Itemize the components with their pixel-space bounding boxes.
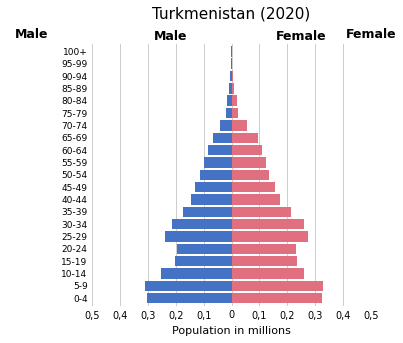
Bar xyxy=(227,95,232,106)
Bar xyxy=(232,58,233,69)
Bar xyxy=(145,281,232,291)
Bar xyxy=(232,206,291,217)
Bar xyxy=(232,293,322,304)
Bar xyxy=(232,83,235,94)
Bar xyxy=(226,108,232,118)
Bar xyxy=(232,281,324,291)
Bar xyxy=(232,219,304,229)
Bar xyxy=(214,132,232,143)
Bar xyxy=(204,157,232,168)
Bar xyxy=(232,108,238,118)
Bar xyxy=(232,71,233,81)
Bar xyxy=(183,206,232,217)
Bar xyxy=(232,231,308,242)
Text: Female: Female xyxy=(345,28,396,41)
Bar xyxy=(208,145,232,155)
Bar xyxy=(229,83,232,94)
Bar xyxy=(220,120,232,131)
Title: Turkmenistan (2020): Turkmenistan (2020) xyxy=(152,7,311,22)
Bar xyxy=(199,169,232,180)
Bar xyxy=(231,71,232,81)
Bar xyxy=(191,194,232,205)
Text: Male: Male xyxy=(154,30,187,43)
Text: Female: Female xyxy=(276,30,326,43)
Bar xyxy=(232,244,295,254)
Bar xyxy=(174,256,232,267)
Bar xyxy=(232,169,269,180)
Bar xyxy=(195,182,232,192)
Bar xyxy=(232,157,266,168)
Bar xyxy=(161,268,232,279)
X-axis label: Population in millions: Population in millions xyxy=(172,326,291,336)
Bar xyxy=(232,268,304,279)
Bar xyxy=(232,145,262,155)
Bar xyxy=(232,182,275,192)
Bar xyxy=(147,293,232,304)
Bar xyxy=(172,219,232,229)
Bar xyxy=(232,256,297,267)
Bar xyxy=(165,231,232,242)
Bar xyxy=(232,120,247,131)
Text: Male: Male xyxy=(15,28,48,41)
Bar xyxy=(231,58,232,69)
Bar xyxy=(232,132,258,143)
Bar xyxy=(177,244,232,254)
Bar xyxy=(232,95,237,106)
Bar xyxy=(232,194,280,205)
